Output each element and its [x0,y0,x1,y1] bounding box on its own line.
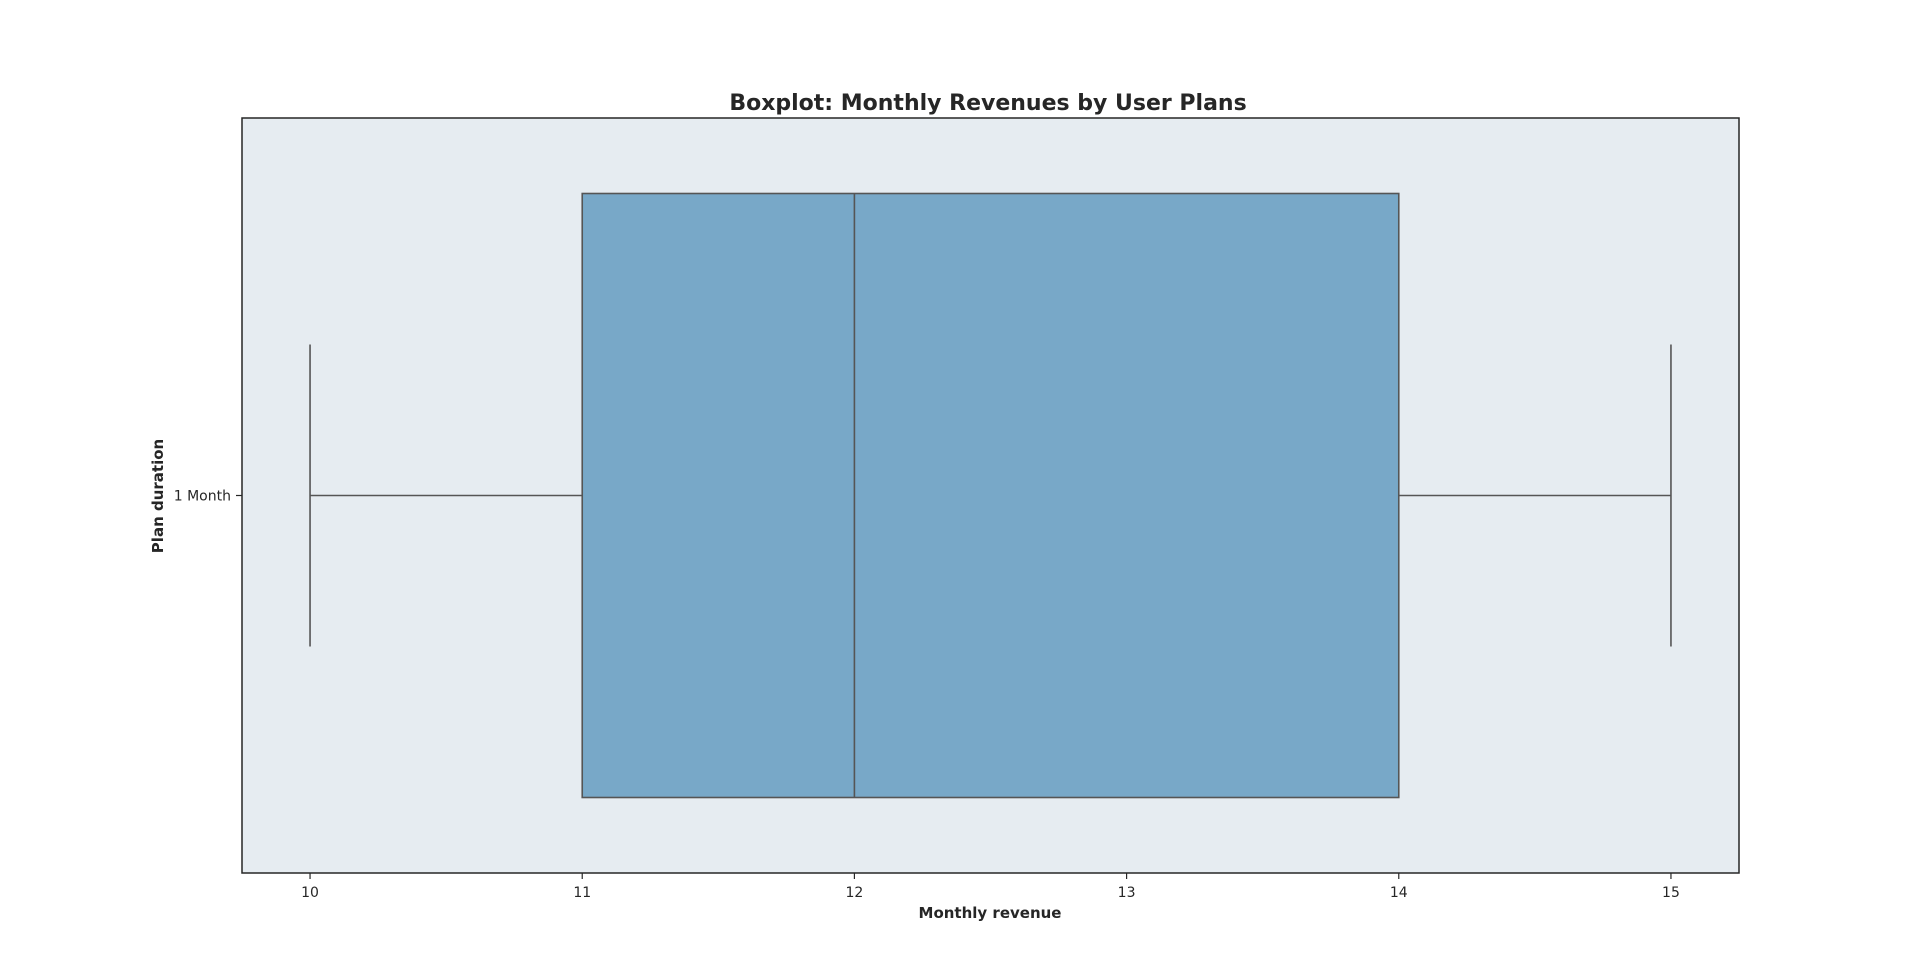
y-axis-ticks: 1 Month [174,489,242,505]
x-tick-label: 11 [573,885,591,901]
x-tick-label: 13 [1118,885,1136,901]
x-tick-label: 12 [845,885,863,901]
iqr-box [581,192,1400,799]
x-tick-label: 10 [301,885,319,901]
x-tick-label: 15 [1662,885,1680,901]
x-axis-ticks: 10 11 12 13 14 15 [301,873,1680,901]
x-tick-label: 14 [1390,885,1408,901]
chart-title: Boxplot: Monthly Revenues by User Plans [729,91,1246,116]
y-axis-label: Plan duration [149,439,167,553]
x-axis-label: Monthly revenue [919,904,1062,922]
box-group [309,192,1672,799]
box-layer [309,192,1672,799]
y-tick-label: 1 Month [174,489,231,505]
